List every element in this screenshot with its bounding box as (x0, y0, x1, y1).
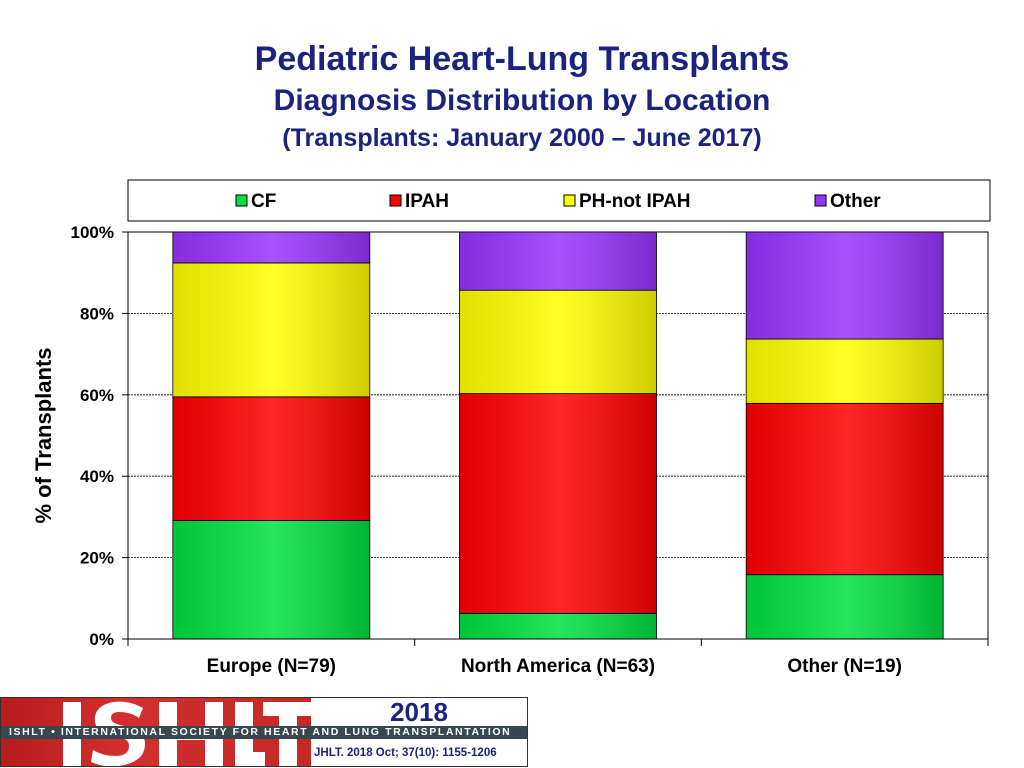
y-tick-label: 0% (89, 630, 114, 649)
chart-title: Pediatric Heart-Lung Transplants (254, 40, 790, 78)
x-tick-label: Europe (N=79) (207, 656, 336, 677)
society-name: ISHLT • INTERNATIONAL SOCIETY FOR HEART … (1, 726, 527, 739)
citation: JHLT. 2018 Oct; 37(10): 1155-1206 (314, 747, 497, 759)
y-tick-label: 20% (80, 549, 114, 568)
legend (127, 179, 991, 222)
legend-swatch (235, 194, 248, 207)
bar-segment-shade (459, 231, 657, 291)
bar-segment-shade (172, 520, 371, 640)
bar-segment-shade (745, 402, 944, 576)
bar-segment-shade (459, 393, 657, 614)
x-tick-label: Other (N=19) (787, 656, 902, 677)
y-tick-label: 80% (80, 304, 114, 323)
legend-label: Other (830, 191, 881, 212)
y-axis-label: % of Transplants (31, 347, 56, 523)
y-tick-label: 100% (71, 223, 114, 242)
legend-label: IPAH (405, 191, 449, 212)
legend-swatch (563, 194, 576, 207)
bar-segment-shade (459, 289, 657, 394)
y-tick-label: 60% (80, 386, 114, 405)
chart-subtitle: Diagnosis Distribution by Location (273, 84, 771, 117)
y-tick-label: 40% (80, 467, 114, 486)
legend-swatch (389, 194, 402, 207)
year: 2018 (390, 697, 448, 727)
bar-segment-shade (745, 574, 944, 640)
chart-subtitle-dates: (Transplants: January 2000 – June 2017) (282, 124, 762, 152)
bar-segment-shade (745, 338, 944, 404)
bar-segment-shade (172, 396, 371, 521)
stacked-bar-chart: CF IPAH PH-not IPAH Other 0% 20% 40% 60% 80% 100%… (31, 179, 991, 677)
bar-segment-shade (745, 231, 944, 340)
legend-swatch (814, 194, 827, 207)
bar-segment-shade (172, 262, 371, 398)
footer: ISHLT • INTERNATIONAL SOCIETY FOR HEART … (0, 697, 528, 767)
legend-label: PH-not IPAH (579, 191, 691, 212)
bar-segment-shade (459, 612, 657, 640)
x-tick-label: North America (N=63) (461, 656, 655, 677)
bar-segment-shade (172, 231, 371, 264)
legend-label: CF (251, 191, 276, 212)
